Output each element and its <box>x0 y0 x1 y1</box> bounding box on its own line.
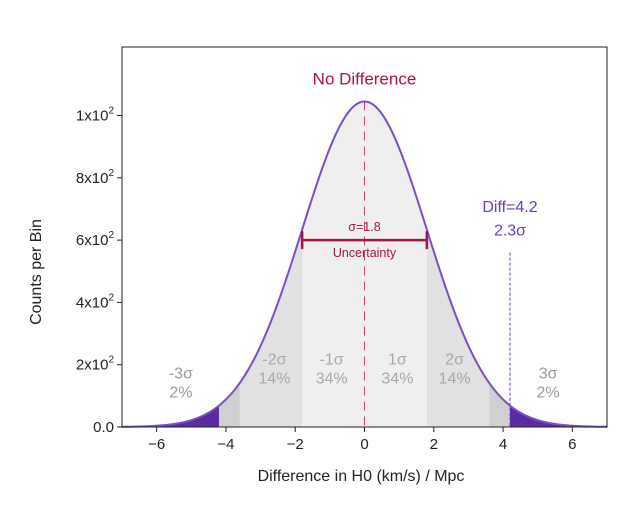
uncertainty-sigma-label: σ=1.8 <box>348 220 380 234</box>
band-percent-label-3sigma: 2% <box>537 384 560 401</box>
band-percent-label-neg1sigma: 34% <box>316 370 348 387</box>
band-sigma-label-2sigma: 2σ <box>445 352 464 369</box>
band-percent-label-1sigma: 34% <box>381 370 413 387</box>
no-difference-label: No Difference <box>313 69 417 88</box>
band-center-1sigma <box>302 101 427 427</box>
x-tick-label: −6 <box>148 436 165 453</box>
x-tick-label: 0 <box>360 436 368 453</box>
y-tick-label: 8x102 <box>76 168 115 187</box>
y-axis-label: Counts per Bin <box>28 219 45 325</box>
y-tick-label: 4x102 <box>76 292 115 311</box>
tail-left <box>122 405 219 427</box>
x-tick-label: −2 <box>287 436 304 453</box>
x-tick-label: 6 <box>568 436 576 453</box>
band-percent-label-neg3sigma: 2% <box>169 384 192 401</box>
y-tick-label: 0.0 <box>93 419 114 436</box>
band-sigma-label-3sigma: 3σ <box>539 366 558 383</box>
diff-sigma-label: 2.3σ <box>494 222 526 239</box>
tail-right <box>510 405 607 427</box>
y-tick-label: 6x102 <box>76 230 115 249</box>
band-sigma-label-1sigma: 1σ <box>388 352 407 369</box>
annotations-layer: No Difference σ=1.8 Uncertainty Diff=4.2 2.3… <box>300 69 538 427</box>
uncertainty-label: Uncertainty <box>333 246 397 260</box>
band-percent-label-neg2sigma: 14% <box>258 370 290 387</box>
band-left-3sigma <box>219 382 240 427</box>
x-tick-label: 4 <box>499 436 507 453</box>
band-sigma-label-neg2sigma: -2σ <box>262 352 286 369</box>
axes-layer: −6 −4 −2 0 2 4 6 0.0 2x102 4x102 6x102 8x102 1x102 <box>76 46 608 453</box>
y-tick-label: 2x102 <box>76 355 115 374</box>
x-axis-label: Difference in H0 (km/s) / Mpc <box>258 468 465 485</box>
band-right-3sigma <box>489 382 510 427</box>
x-tick-label: −4 <box>217 436 234 453</box>
band-sigma-label-neg1sigma: -1σ <box>320 352 344 369</box>
band-percent-label-2sigma: 14% <box>439 370 471 387</box>
diff-label: Diff=4.2 <box>482 199 537 216</box>
band-sigma-label-neg3sigma: -3σ <box>169 366 193 383</box>
x-tick-label: 2 <box>430 436 438 453</box>
y-tick-label: 1x102 <box>76 106 115 125</box>
